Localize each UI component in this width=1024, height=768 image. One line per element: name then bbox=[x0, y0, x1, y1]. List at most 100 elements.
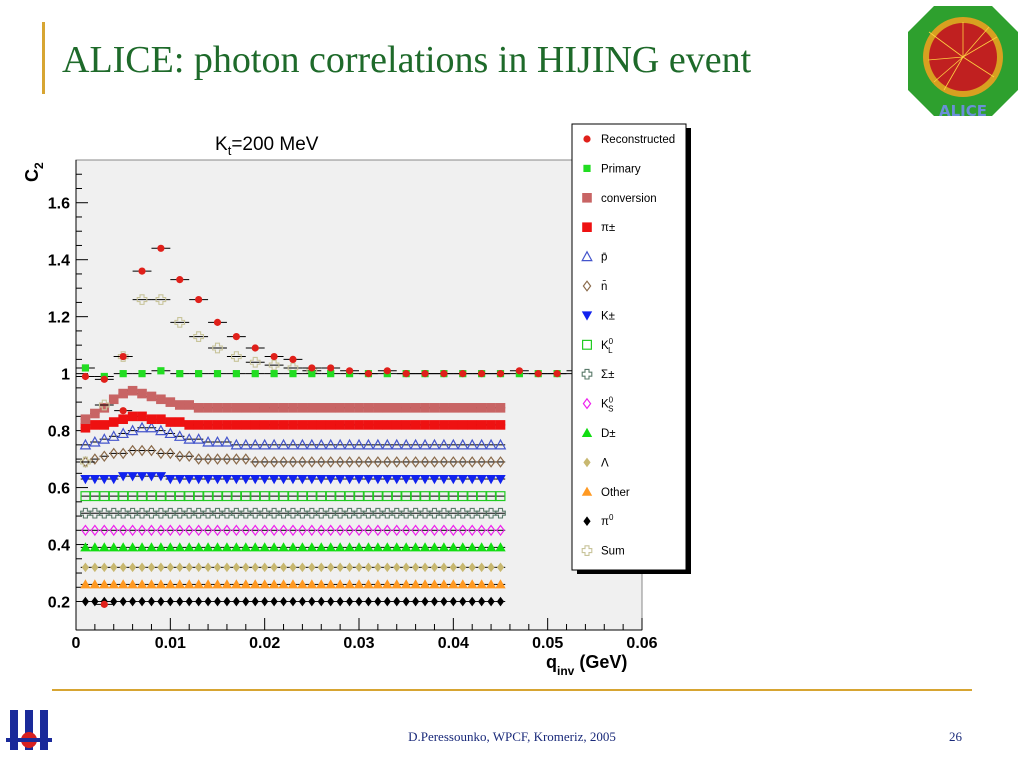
data-point bbox=[496, 370, 505, 378]
data-point bbox=[391, 579, 402, 589]
data-point bbox=[364, 456, 373, 468]
data-point bbox=[270, 596, 278, 607]
data-point bbox=[326, 524, 336, 537]
series-K0L bbox=[80, 491, 506, 502]
data-point bbox=[118, 447, 128, 460]
data-point bbox=[421, 562, 429, 573]
data-point bbox=[466, 438, 479, 450]
data-point bbox=[223, 596, 231, 607]
data-point bbox=[278, 579, 289, 589]
data-point bbox=[174, 417, 185, 427]
data-point bbox=[334, 507, 346, 519]
data-point bbox=[156, 447, 166, 460]
data-point bbox=[279, 524, 288, 537]
data-point bbox=[173, 430, 186, 441]
data-point bbox=[165, 491, 176, 502]
data-point bbox=[402, 596, 410, 607]
data-point bbox=[391, 491, 402, 502]
data-point bbox=[250, 420, 261, 430]
data-point bbox=[240, 507, 252, 519]
data-point bbox=[79, 438, 92, 450]
data-point bbox=[184, 400, 194, 410]
data-point bbox=[203, 403, 213, 413]
data-point bbox=[279, 456, 288, 468]
y-tick-label: 0.6 bbox=[48, 481, 70, 498]
legend-marker bbox=[582, 222, 592, 232]
data-point bbox=[363, 491, 374, 502]
data-point bbox=[485, 579, 497, 589]
data-point bbox=[270, 370, 278, 378]
data-point bbox=[176, 596, 184, 607]
legend-marker bbox=[581, 311, 593, 321]
data-point bbox=[457, 491, 468, 502]
data-point bbox=[458, 456, 468, 468]
data-point bbox=[117, 542, 129, 552]
data-point bbox=[355, 562, 363, 573]
data-point bbox=[402, 370, 410, 378]
data-point bbox=[316, 475, 327, 485]
data-point bbox=[194, 524, 203, 537]
data-point bbox=[250, 403, 261, 413]
data-point bbox=[184, 491, 195, 502]
data-point bbox=[259, 491, 270, 502]
data-point bbox=[412, 562, 420, 573]
data-point bbox=[240, 475, 251, 485]
data-point bbox=[419, 438, 431, 450]
data-point bbox=[409, 438, 422, 450]
data-point bbox=[401, 524, 411, 537]
data-point bbox=[478, 370, 486, 378]
data-point bbox=[146, 507, 157, 519]
data-point bbox=[391, 507, 403, 519]
data-point bbox=[279, 596, 288, 607]
series-n̄ bbox=[80, 444, 506, 468]
data-point bbox=[231, 507, 242, 519]
data-point bbox=[344, 542, 355, 552]
data-point bbox=[202, 475, 214, 485]
data-point bbox=[448, 420, 459, 430]
data-point bbox=[363, 542, 374, 552]
data-point bbox=[440, 562, 448, 573]
legend-marker bbox=[582, 280, 592, 292]
data-point bbox=[193, 542, 204, 552]
data-point bbox=[392, 456, 402, 468]
data-point bbox=[211, 435, 224, 447]
data-point bbox=[89, 579, 101, 589]
data-point bbox=[478, 596, 486, 607]
data-point bbox=[137, 388, 147, 399]
data-point bbox=[250, 579, 261, 589]
data-point bbox=[259, 420, 270, 430]
data-point bbox=[476, 420, 487, 430]
data-point bbox=[259, 403, 270, 413]
data-point bbox=[183, 507, 195, 519]
data-point bbox=[268, 579, 280, 589]
data-point bbox=[457, 507, 469, 519]
legend-label: conversion bbox=[601, 193, 657, 205]
data-point bbox=[440, 596, 448, 607]
data-point bbox=[448, 456, 458, 468]
data-point bbox=[261, 596, 269, 607]
data-point bbox=[419, 507, 431, 519]
data-point bbox=[269, 403, 279, 413]
data-point bbox=[269, 524, 279, 537]
data-point bbox=[166, 596, 174, 607]
data-point bbox=[117, 472, 129, 482]
data-point bbox=[241, 420, 251, 430]
data-point bbox=[393, 562, 401, 573]
data-point bbox=[100, 562, 108, 573]
data-point bbox=[316, 491, 327, 502]
data-point bbox=[486, 491, 497, 502]
data-point bbox=[353, 438, 365, 450]
data-point bbox=[118, 524, 128, 537]
data-point bbox=[410, 579, 421, 589]
data-point bbox=[381, 438, 394, 450]
data-point bbox=[221, 507, 233, 519]
data-point bbox=[325, 542, 336, 552]
data-point bbox=[99, 579, 110, 589]
data-point bbox=[108, 542, 119, 552]
data-point bbox=[477, 524, 486, 537]
data-point bbox=[438, 475, 450, 485]
data-point bbox=[411, 524, 420, 537]
data-point bbox=[259, 475, 270, 485]
x-tick-label: 0.05 bbox=[532, 635, 563, 652]
data-point bbox=[494, 438, 507, 450]
